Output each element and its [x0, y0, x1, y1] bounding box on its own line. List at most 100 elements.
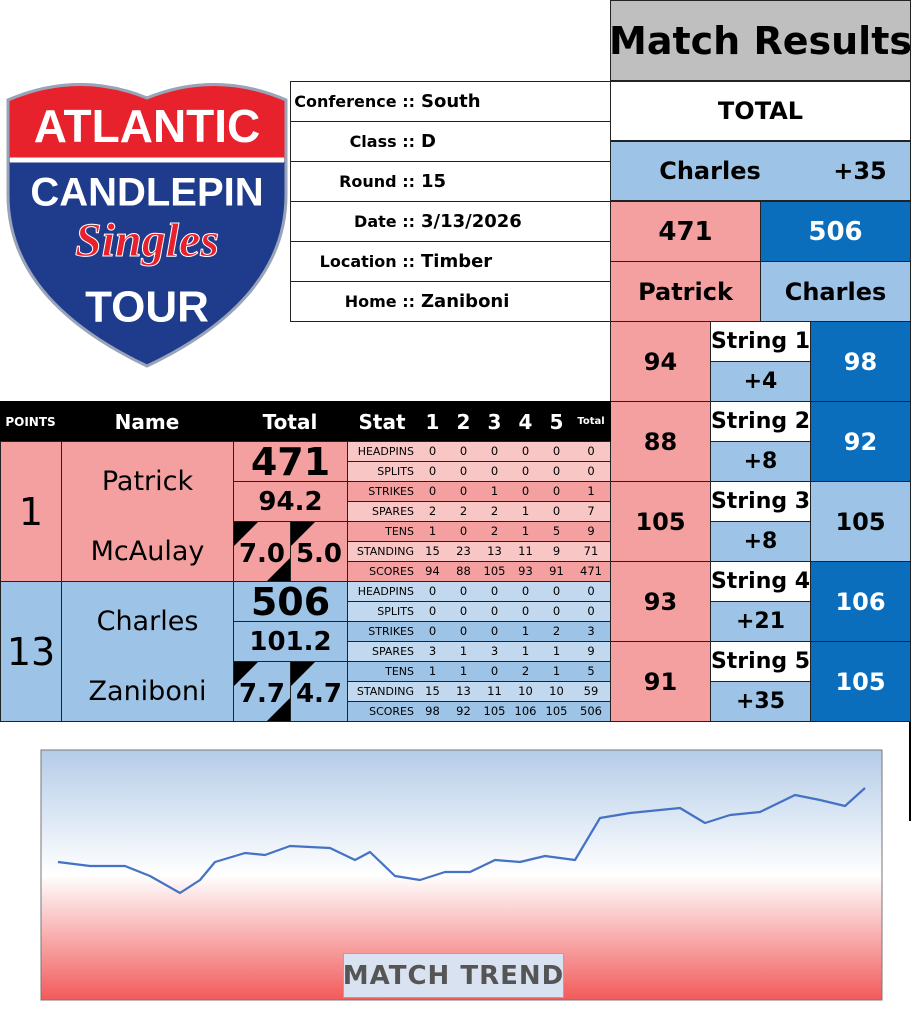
info-value: Zaniboni [421, 290, 510, 312]
stat-value: 0 [459, 464, 468, 478]
split-right: 5.0 [295, 539, 343, 569]
stat-label: SPLITS [377, 604, 414, 618]
last-name: Zaniboni [88, 675, 207, 707]
stat-value: 3 [587, 624, 595, 638]
last-name: McAulay [90, 535, 205, 567]
points: 1 [0, 441, 62, 582]
leader-row [610, 141, 911, 201]
string-right: 92 [810, 401, 911, 482]
header-cell: 2 [456, 409, 471, 434]
info-value: D [421, 130, 436, 152]
stat-value: 71 [583, 544, 599, 558]
stat-value: 0 [428, 444, 437, 458]
stat-value: 0 [459, 444, 468, 458]
stat-value: 0 [587, 584, 595, 598]
stat-value: 1 [521, 644, 530, 658]
leader-name: Charles [659, 157, 761, 185]
info-label: Conference :: [294, 91, 415, 111]
stat-value: 11 [487, 684, 502, 698]
stat-value: 1 [428, 664, 437, 678]
string-label: String 3 [710, 481, 811, 522]
stat-value: 0 [428, 624, 437, 638]
stat-label: SCORES [369, 564, 414, 578]
info-label: Date :: [354, 211, 415, 231]
stat-value: 1 [459, 664, 468, 678]
stat-value: 106 [514, 704, 537, 718]
stat-value: 0 [587, 464, 595, 478]
total-score: 471 [610, 201, 761, 262]
stat-value: 1 [521, 504, 530, 518]
string-label: String 5 [710, 641, 811, 682]
string-right: 98 [810, 321, 911, 402]
info-label: Home :: [344, 291, 415, 311]
info-value: Timber [421, 250, 493, 272]
leader-margin: +35 [833, 157, 887, 185]
stat-value: 10 [549, 684, 564, 698]
header-cell: Total [262, 409, 318, 434]
stat-value: 3 [490, 644, 499, 658]
player-name: Charles [760, 261, 911, 322]
stat-label: STRIKES [368, 484, 414, 498]
stat-value: 0 [490, 624, 499, 638]
stat-label: SPLITS [377, 464, 414, 478]
results-title: Match Results [610, 0, 911, 81]
trend-background [40, 749, 883, 1001]
info-value: 15 [421, 170, 447, 192]
stat-label: TENS [385, 524, 414, 538]
stat-value: 13 [487, 544, 502, 558]
string-label: String 2 [710, 401, 811, 442]
stat-value: 0 [552, 504, 561, 518]
logo-text: TOUR [85, 283, 209, 332]
stat-value: 0 [459, 584, 468, 598]
stat-value: 98 [425, 704, 440, 718]
stat-label: STANDING [356, 544, 414, 558]
stat-value: 9 [587, 644, 595, 658]
info-label: Class :: [349, 131, 415, 151]
header-cell: 4 [518, 409, 533, 434]
stat-value: 15 [425, 544, 440, 558]
stat-value: 0 [428, 604, 437, 618]
stat-value: 0 [521, 584, 530, 598]
points: 13 [0, 581, 62, 722]
stat-value: 0 [459, 604, 468, 618]
stat-value: 105 [545, 704, 568, 718]
stat-value: 105 [483, 564, 506, 578]
stat-value: 0 [521, 464, 530, 478]
name-cell [61, 441, 234, 582]
stat-label: SPARES [371, 644, 414, 658]
stat-value: 13 [456, 684, 471, 698]
stat-value: 1 [490, 484, 499, 498]
stat-value: 0 [428, 464, 437, 478]
stat-value: 23 [456, 544, 471, 558]
stat-value: 2 [521, 664, 530, 678]
stat-value: 0 [521, 484, 530, 498]
stat-value: 0 [552, 484, 561, 498]
info-label: Location :: [319, 251, 415, 271]
string-right: 105 [810, 641, 911, 722]
stat-value: 0 [490, 464, 499, 478]
total-score: 506 [760, 201, 911, 262]
stat-value: 2 [490, 524, 499, 538]
stat-value: 1 [552, 644, 561, 658]
player-average: 101.2 [233, 621, 348, 662]
string-left: 91 [610, 641, 711, 722]
stat-value: 2 [459, 504, 468, 518]
string-diff: +35 [710, 681, 811, 722]
stat-value: 0 [552, 444, 561, 458]
stat-label: HEADPINS [357, 444, 414, 458]
logo: ATLANTIC CANDLEPIN Singles TOUR [6, 83, 288, 368]
logo-text: Singles [75, 214, 219, 267]
header-cell: 1 [425, 409, 440, 434]
total-label: TOTAL [610, 81, 911, 141]
stat-value: 0 [587, 444, 595, 458]
stat-value: 1 [587, 484, 595, 498]
split-left: 7.7 [238, 679, 286, 709]
string-left: 88 [610, 401, 711, 482]
stat-value: 0 [490, 584, 499, 598]
player-average: 94.2 [233, 481, 348, 522]
stat-value: 1 [521, 524, 530, 538]
trend-label: MATCH TREND [343, 953, 564, 998]
stat-value: 1 [459, 644, 468, 658]
header-cell: 5 [549, 409, 564, 434]
info-label: Round :: [339, 171, 415, 191]
